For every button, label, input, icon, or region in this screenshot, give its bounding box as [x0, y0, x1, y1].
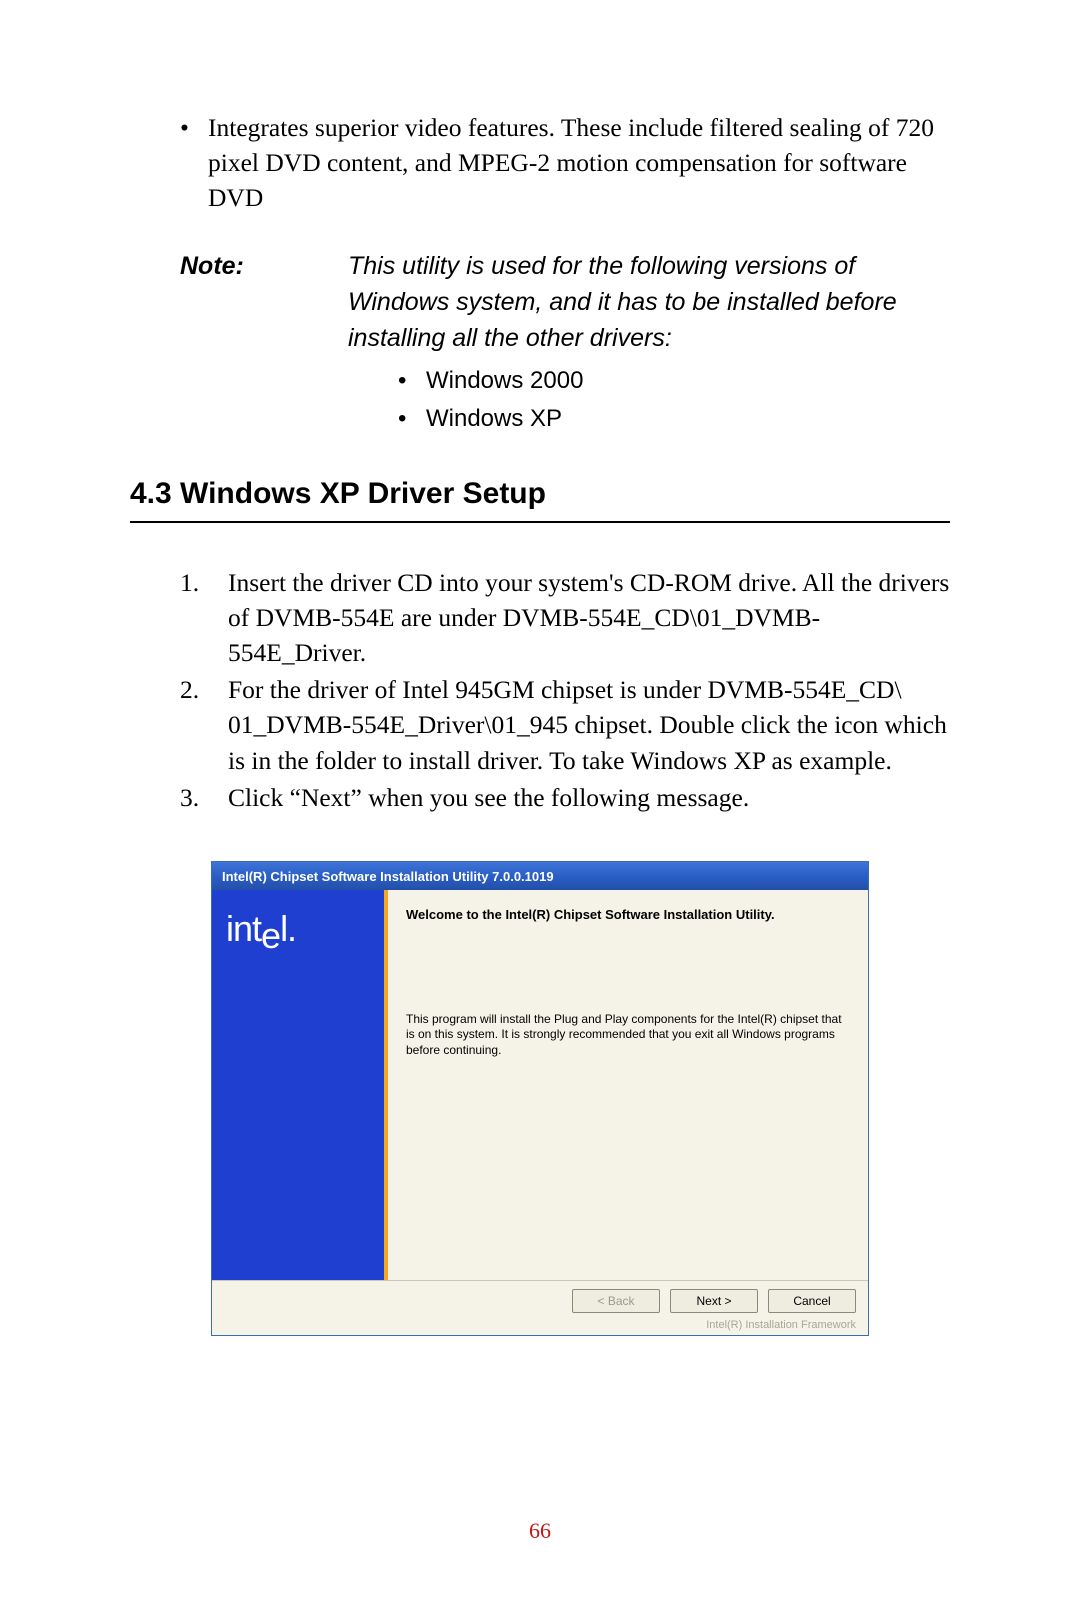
back-button: < Back [572, 1289, 660, 1313]
section-heading: 4.3 Windows XP Driver Setup [130, 477, 950, 523]
dialog-titlebar[interactable]: Intel(R) Chipset Software Installation U… [212, 862, 868, 890]
page-number: 66 [0, 1518, 1080, 1544]
feature-bullet-item: • Integrates superior video features. Th… [180, 110, 950, 216]
note-os-text: Windows 2000 [426, 362, 583, 399]
intel-logo-drop: e [261, 915, 280, 957]
setup-step: 3. Click “Next” when you see the followi… [180, 780, 950, 815]
setup-step: 2. For the driver of Intel 945GM chipset… [180, 672, 950, 778]
dialog-heading: Welcome to the Intel(R) Chipset Software… [406, 906, 850, 924]
note-label: Note: [180, 248, 348, 357]
step-number: 3. [180, 780, 228, 815]
intel-logo: intel. [226, 908, 370, 950]
note-block: Note: This utility is used for the follo… [180, 248, 930, 437]
note-os-text: Windows XP [426, 400, 562, 437]
setup-steps: 1. Insert the driver CD into your system… [180, 565, 950, 815]
dialog-main: Welcome to the Intel(R) Chipset Software… [388, 890, 868, 1280]
note-os-item: • Windows 2000 [398, 362, 930, 399]
installer-dialog-wrap: Intel(R) Chipset Software Installation U… [211, 861, 869, 1336]
intel-logo-prefix: int [226, 908, 261, 949]
bullet-mark: • [398, 362, 426, 399]
bullet-mark: • [398, 400, 426, 437]
note-os-item: • Windows XP [398, 400, 930, 437]
step-number: 2. [180, 672, 228, 778]
step-text: Insert the driver CD into your system's … [228, 565, 950, 671]
dialog-footer: < Back Next > Cancel Intel(R) Installati… [212, 1280, 868, 1335]
step-text: For the driver of Intel 945GM chipset is… [228, 672, 950, 778]
note-body: This utility is used for the following v… [348, 248, 930, 357]
step-text: Click “Next” when you see the following … [228, 780, 749, 815]
cancel-button[interactable]: Cancel [768, 1289, 856, 1313]
setup-step: 1. Insert the driver CD into your system… [180, 565, 950, 671]
intel-logo-suffix: l. [280, 908, 296, 949]
dialog-button-row: < Back Next > Cancel [224, 1289, 856, 1313]
installer-dialog: Intel(R) Chipset Software Installation U… [211, 861, 869, 1336]
dialog-description: This program will install the Plug and P… [406, 1012, 850, 1059]
note-os-list: • Windows 2000 • Windows XP [398, 362, 930, 436]
dialog-sidebar: intel. [212, 890, 388, 1280]
dialog-body: intel. Welcome to the Intel(R) Chipset S… [212, 890, 868, 1280]
step-number: 1. [180, 565, 228, 671]
bullet-mark: • [180, 110, 208, 216]
feature-bullet-block: • Integrates superior video features. Th… [180, 110, 950, 216]
dialog-title: Intel(R) Chipset Software Installation U… [222, 869, 554, 884]
framework-label: Intel(R) Installation Framework [224, 1319, 856, 1331]
feature-bullet-text: Integrates superior video features. Thes… [208, 110, 950, 216]
next-button[interactable]: Next > [670, 1289, 758, 1313]
